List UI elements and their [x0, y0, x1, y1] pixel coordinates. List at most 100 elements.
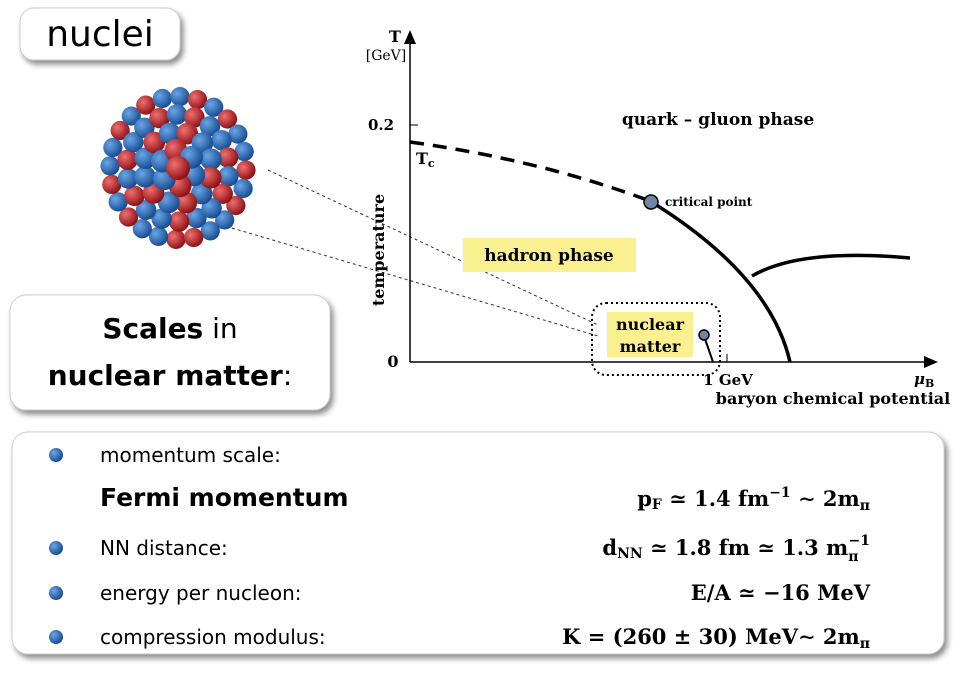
x-symbol-sub: B — [925, 377, 934, 390]
bullet — [49, 541, 63, 555]
scale-label: compression modulus: — [100, 625, 326, 649]
nucleon — [211, 130, 232, 151]
nucleon — [217, 147, 239, 168]
scale-label: NN distance: — [100, 536, 228, 560]
nucleon — [168, 211, 190, 232]
nuclear-matter-box — [591, 302, 721, 376]
nucleon — [166, 156, 190, 180]
phase-boundary — [649, 199, 792, 363]
nucleon — [151, 208, 172, 229]
y-symbol: T — [389, 27, 401, 46]
nucleon — [134, 165, 156, 188]
nucleon — [102, 174, 122, 195]
nucleon — [124, 185, 145, 206]
x-label: baryon chemical potential — [716, 389, 950, 408]
nucleon — [217, 109, 238, 129]
bullet — [49, 630, 63, 644]
connector — [267, 169, 599, 326]
nucleon — [233, 178, 253, 199]
formula-part: d — [602, 535, 617, 560]
nuclear-matter-label: matter — [620, 337, 681, 356]
nucleon — [234, 141, 254, 162]
formula-sup: −1 — [769, 485, 790, 501]
nucleon — [166, 229, 186, 249]
formula-part: E/A ≃ −16 MeV — [691, 580, 871, 605]
formula-part: p — [637, 486, 652, 511]
nucleon — [117, 168, 139, 189]
scale-label: momentum scale: — [100, 443, 281, 467]
nucleon — [123, 132, 144, 153]
bullet — [49, 586, 63, 600]
nucleon — [236, 160, 256, 180]
caption-bold: nuclear matter — [48, 359, 283, 392]
nucleon — [117, 149, 138, 171]
nucleon — [134, 147, 157, 170]
formula-part: ≃ 1.8 fm ≃ 1.3 m — [643, 535, 849, 560]
nucleon — [212, 183, 233, 204]
nucleon — [199, 116, 221, 137]
formula-sub: π — [860, 498, 870, 514]
formula: pF ≃ 1.4 fm−1 ∼ 2mπ — [637, 485, 870, 514]
x-symbol-main: μ — [914, 370, 925, 388]
caption-box — [9, 294, 331, 411]
nucleus-image — [100, 87, 256, 249]
y-label: temperature — [369, 194, 388, 306]
formula-part: ≃ 1.4 fm — [662, 486, 769, 511]
nucleon — [152, 88, 172, 109]
nucleon — [166, 104, 188, 125]
y-tick-label: 0.2 — [368, 116, 394, 134]
nucleon — [110, 120, 130, 141]
nucleon — [132, 219, 152, 239]
caption-line: Scales in — [102, 312, 237, 345]
nucleon — [175, 191, 198, 214]
region-label: hadron phase — [484, 246, 614, 266]
nucleon — [218, 165, 239, 187]
caption-text: : — [283, 359, 292, 392]
nucleon — [199, 166, 222, 189]
phase-diagram: T [GeV] 0.2 0 temperature Tc 1 GeV μB ba… — [366, 27, 950, 408]
nucleon — [228, 124, 248, 144]
connector — [231, 227, 599, 337]
x-tick-label: 1 GeV — [703, 371, 753, 389]
caption-bold: Scales — [102, 312, 203, 345]
scales-box — [11, 431, 945, 655]
region-label: quark – gluon phase — [622, 110, 814, 130]
nucleon — [135, 199, 157, 220]
formula-sub: NN — [617, 546, 643, 562]
nucleon — [149, 107, 170, 129]
y-unit: [GeV] — [366, 48, 407, 64]
formula: K = (260 ± 30) MeV∼ 2mπ — [562, 624, 870, 652]
y-tick-label: 0 — [387, 352, 398, 371]
nucleon — [226, 195, 246, 216]
formula-sub: π — [860, 636, 870, 652]
formula: dNN ≃ 1.8 fm ≃ 1.3 mπ−1 — [602, 533, 870, 565]
nucleon — [215, 210, 235, 230]
formula-part: K = (260 ± 30) MeV∼ 2m — [562, 624, 860, 649]
nucleon — [100, 156, 120, 176]
caption-line: nuclear matter: — [48, 359, 293, 392]
tc-symbol: T — [416, 149, 428, 168]
title: nuclei — [46, 14, 154, 55]
nucleon — [136, 95, 156, 115]
x-arrow — [924, 356, 938, 368]
nucleon — [200, 148, 222, 171]
tc-sub: c — [428, 157, 435, 170]
bullet — [49, 448, 63, 462]
formula-sup: −1 — [849, 533, 870, 549]
nuclear-matter-point — [698, 329, 710, 341]
tc: Tc — [416, 149, 435, 170]
nucleon — [186, 207, 207, 229]
nucleon — [158, 122, 181, 145]
nucleon — [103, 137, 123, 158]
nucleon — [184, 227, 204, 248]
nucleon — [170, 87, 190, 107]
nucleon — [200, 221, 220, 241]
nucleon — [108, 192, 128, 212]
highlight — [607, 312, 693, 357]
formula-sub: π — [848, 549, 858, 565]
caption-text: in — [212, 312, 238, 345]
scale-label: energy per nucleon: — [100, 581, 301, 605]
nucleon — [187, 90, 208, 110]
nucleon — [204, 97, 224, 117]
